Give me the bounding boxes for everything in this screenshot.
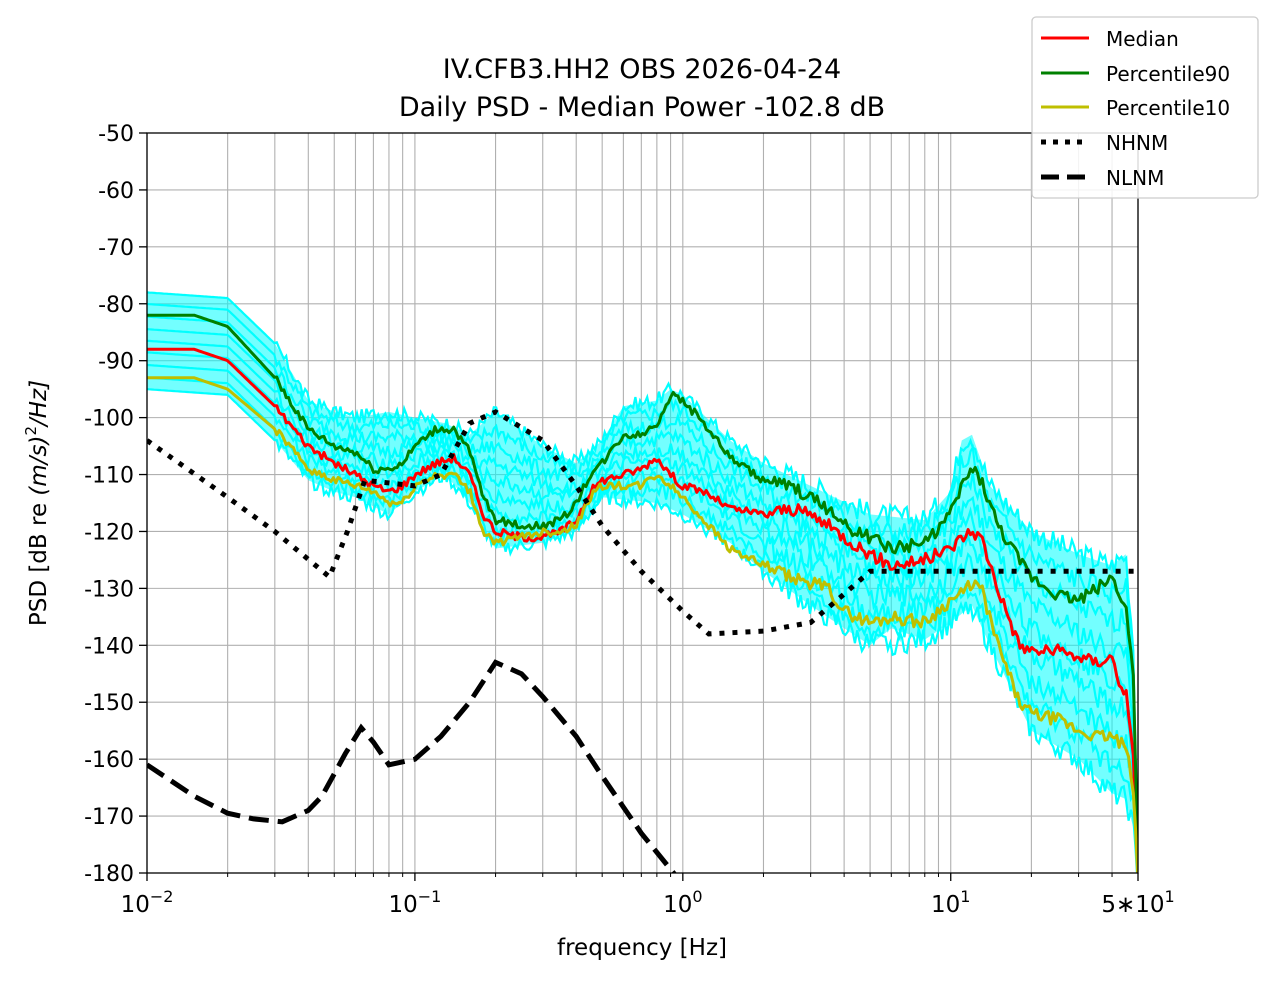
y-tick-label-11: -160 (84, 748, 134, 773)
y-tick-label-7: -120 (84, 520, 134, 545)
y-tick-label-12: -170 (84, 805, 134, 830)
y-tick-label-1: -60 (98, 179, 134, 204)
y-tick-label-0: -50 (98, 122, 134, 147)
y-tick-label-10: -150 (84, 691, 134, 716)
legend-label-nlnm: NLNM (1106, 166, 1164, 190)
series-line-percentile10 (147, 376, 1138, 873)
x-tick-label-4: 5∗101 (1101, 887, 1174, 918)
x-tick-label-1: 10−1 (388, 887, 441, 918)
hourly-psd-trace-5 (147, 351, 1138, 870)
x-tick-label-2: 100 (663, 887, 702, 918)
series-line-percentile90 (147, 313, 1138, 863)
y-tick-label-13: -180 (84, 862, 134, 887)
legend-label-percentile10: Percentile10 (1106, 96, 1230, 120)
series-group (147, 313, 1138, 873)
y-axis-label-suffix: /Hz] (26, 380, 52, 428)
legend: Median Percentile90 Percentile10 NHNM NL… (1031, 16, 1259, 199)
y-tick-label-4: -90 (98, 350, 134, 375)
hourly-psd-band-group (147, 291, 1138, 873)
legend-label-median: Median (1106, 27, 1179, 51)
plot-frame (146, 132, 1139, 874)
y-axis-label-exponent: 2 (22, 426, 40, 436)
axis-ticks: -50 -60 -70 -80 -90 -100 -110 -120 -130 -140 -150 -… (84, 122, 1175, 918)
y-tick-label-9: -140 (84, 634, 134, 659)
legend-label-nhnm: NHNM (1106, 131, 1168, 155)
y-axis-label-math: (m/s) (26, 435, 52, 495)
legend-box (1031, 16, 1259, 199)
y-tick-label-6: -110 (84, 464, 134, 489)
y-tick-label-2: -70 (98, 236, 134, 261)
series-line-median (147, 347, 1138, 873)
legend-label-percentile90: Percentile90 (1106, 62, 1230, 86)
series-line-nlnm (147, 659, 677, 873)
y-tick-label-3: -80 (98, 293, 134, 318)
x-tick-label-3: 101 (931, 887, 970, 918)
hourly-psd-trace-4 (147, 339, 1138, 873)
x-axis-label: frequency [Hz] (557, 935, 727, 961)
chart-title-line1: IV.CFB3.HH2 OBS 2026-04-24 (443, 54, 842, 85)
plot-area (147, 291, 1138, 873)
y-tick-label-8: -130 (84, 577, 134, 602)
y-tick-label-5: -100 (84, 407, 134, 432)
chart-title-line2: Daily PSD - Median Power -102.8 dB (399, 92, 885, 123)
hourly-psd-trace-1 (147, 302, 1138, 855)
hourly-psd-trace-3 (147, 328, 1138, 862)
x-tick-label-0: 10−2 (121, 887, 174, 918)
y-axis-label-prefix: PSD [dB re (26, 496, 52, 627)
y-axis-label: PSD [dB re (m/s)2/Hz] (22, 380, 52, 626)
